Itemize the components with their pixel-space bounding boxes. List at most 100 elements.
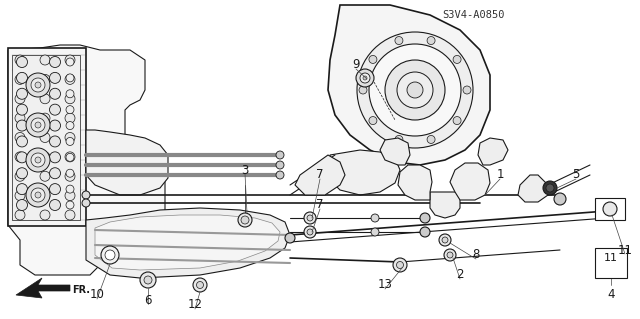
Circle shape — [420, 227, 430, 237]
Circle shape — [360, 73, 370, 83]
Circle shape — [276, 171, 284, 179]
Circle shape — [17, 88, 28, 99]
Circle shape — [49, 72, 61, 83]
Circle shape — [65, 171, 75, 181]
Circle shape — [82, 199, 90, 207]
Circle shape — [17, 56, 28, 68]
Circle shape — [49, 88, 61, 99]
Circle shape — [15, 113, 25, 123]
Circle shape — [307, 215, 313, 221]
Circle shape — [65, 191, 75, 201]
Polygon shape — [86, 130, 168, 195]
Text: 13: 13 — [378, 278, 392, 292]
Text: 5: 5 — [572, 168, 580, 182]
Polygon shape — [295, 155, 345, 195]
Circle shape — [31, 118, 45, 132]
Circle shape — [15, 171, 25, 181]
Text: 3: 3 — [241, 164, 249, 176]
Circle shape — [49, 104, 61, 115]
Circle shape — [15, 191, 25, 201]
Circle shape — [66, 74, 74, 82]
Circle shape — [276, 151, 284, 159]
Circle shape — [276, 161, 284, 169]
Circle shape — [40, 210, 50, 220]
Circle shape — [105, 250, 115, 260]
Circle shape — [285, 233, 295, 243]
Circle shape — [15, 55, 25, 65]
Circle shape — [49, 184, 61, 195]
Polygon shape — [380, 138, 410, 165]
Circle shape — [65, 74, 75, 84]
Circle shape — [385, 60, 445, 120]
Bar — [12, 55, 80, 220]
Circle shape — [453, 116, 461, 124]
Circle shape — [554, 193, 566, 205]
Circle shape — [31, 153, 45, 167]
Circle shape — [427, 136, 435, 144]
Circle shape — [65, 152, 75, 162]
Circle shape — [17, 104, 28, 115]
Circle shape — [65, 55, 75, 65]
Circle shape — [40, 74, 50, 84]
Circle shape — [35, 192, 41, 198]
Circle shape — [49, 152, 61, 163]
Text: S3V4-A0850: S3V4-A0850 — [442, 10, 505, 20]
Circle shape — [453, 56, 461, 63]
Text: 4: 4 — [607, 288, 615, 301]
Text: FR.: FR. — [72, 285, 90, 295]
Text: 12: 12 — [188, 299, 202, 311]
Circle shape — [193, 278, 207, 292]
Circle shape — [407, 82, 423, 98]
Polygon shape — [518, 175, 548, 202]
Circle shape — [369, 116, 377, 124]
Circle shape — [543, 181, 557, 195]
Circle shape — [17, 199, 28, 211]
Circle shape — [359, 86, 367, 94]
Circle shape — [615, 208, 625, 218]
Text: 7: 7 — [316, 198, 324, 211]
Circle shape — [66, 106, 74, 114]
Circle shape — [40, 132, 50, 143]
Polygon shape — [16, 278, 70, 298]
Circle shape — [26, 148, 50, 172]
Bar — [595, 248, 627, 278]
Circle shape — [49, 56, 61, 68]
Circle shape — [65, 132, 75, 143]
Polygon shape — [330, 150, 400, 195]
Circle shape — [369, 44, 461, 136]
Circle shape — [35, 82, 41, 88]
Circle shape — [420, 213, 430, 223]
Circle shape — [304, 212, 316, 224]
Circle shape — [196, 281, 204, 288]
Bar — [595, 198, 625, 220]
Polygon shape — [450, 163, 490, 200]
Polygon shape — [328, 5, 490, 165]
Circle shape — [49, 199, 61, 211]
Circle shape — [101, 246, 119, 264]
Circle shape — [49, 120, 61, 131]
Circle shape — [17, 120, 28, 131]
Circle shape — [40, 152, 50, 162]
Circle shape — [65, 113, 75, 123]
Circle shape — [397, 262, 403, 269]
Circle shape — [304, 226, 316, 238]
Circle shape — [66, 153, 74, 161]
Circle shape — [49, 136, 61, 147]
Circle shape — [395, 136, 403, 144]
Circle shape — [363, 76, 367, 80]
Circle shape — [65, 94, 75, 104]
Circle shape — [40, 113, 50, 123]
Circle shape — [35, 157, 41, 163]
Circle shape — [447, 252, 453, 258]
Circle shape — [40, 94, 50, 104]
Circle shape — [26, 73, 50, 97]
Circle shape — [40, 55, 50, 65]
Text: 10: 10 — [90, 288, 104, 301]
Text: 7: 7 — [316, 168, 324, 182]
Bar — [8, 48, 86, 226]
Circle shape — [369, 56, 377, 63]
Circle shape — [40, 191, 50, 201]
Circle shape — [17, 184, 28, 195]
Circle shape — [17, 152, 28, 163]
Circle shape — [144, 276, 152, 284]
